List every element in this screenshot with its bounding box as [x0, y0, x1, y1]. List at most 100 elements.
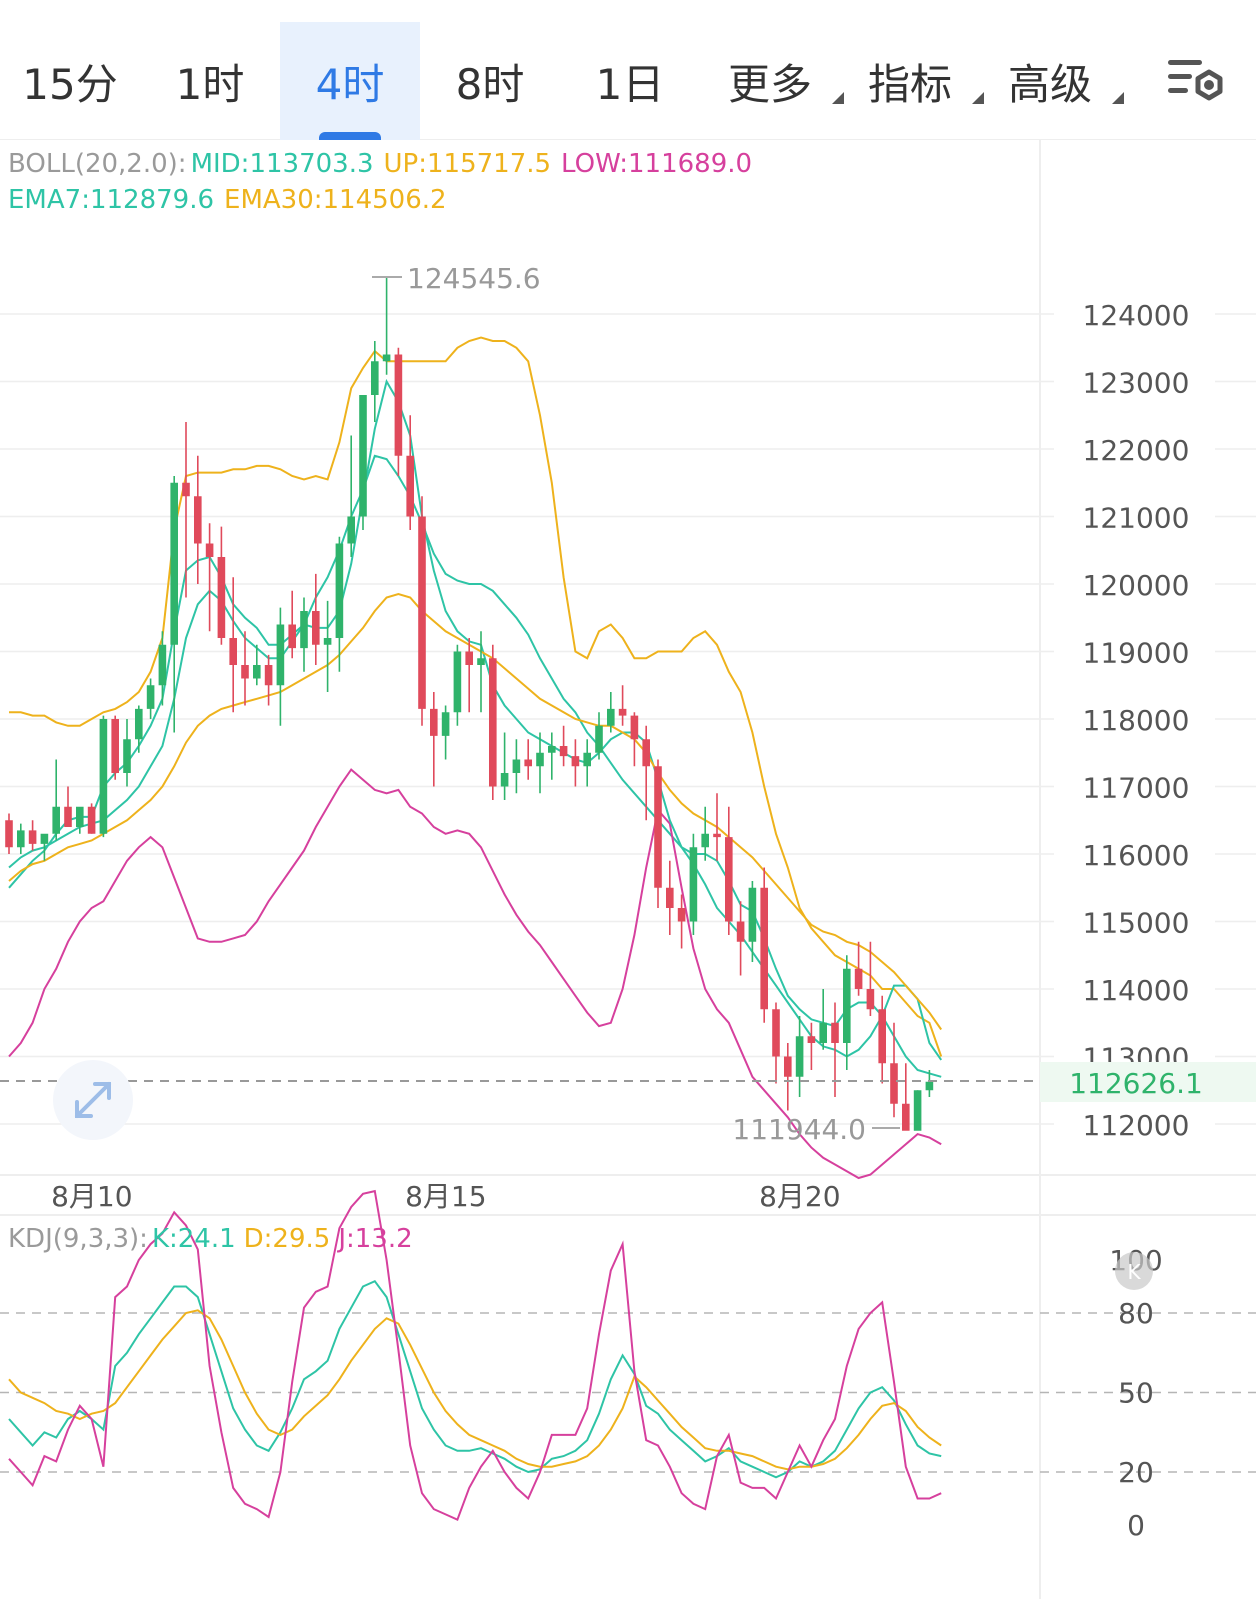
- candle: [654, 759, 662, 908]
- candle-body: [229, 638, 237, 665]
- candle: [595, 712, 603, 760]
- tab-15min[interactable]: 15分: [0, 22, 140, 140]
- dropdown-triangle-icon: [972, 92, 984, 104]
- candle: [689, 833, 698, 935]
- time-tick-label: 8月10: [51, 1180, 132, 1213]
- candle: [713, 793, 721, 861]
- candle-body: [819, 1022, 827, 1043]
- chart-settings-icon: [1168, 60, 1223, 101]
- candle-body: [359, 395, 367, 517]
- candle-body: [772, 1009, 780, 1057]
- candle-body: [382, 354, 391, 362]
- candle: [913, 1090, 922, 1131]
- kdj-j-value: J:13.2: [336, 1224, 412, 1254]
- tab-1d[interactable]: 1日: [560, 22, 700, 140]
- candle: [748, 881, 757, 962]
- candle: [64, 786, 72, 827]
- candle-body: [725, 837, 733, 922]
- min-price-label: 111944.0: [732, 1113, 866, 1146]
- candle: [571, 739, 580, 787]
- candle: [135, 705, 143, 753]
- candle: [618, 685, 627, 726]
- candle-body: [394, 354, 403, 456]
- candle: [925, 1070, 934, 1097]
- tab-label: 1日: [595, 59, 665, 109]
- candle: [477, 631, 485, 713]
- candle-body: [630, 715, 639, 740]
- kdj-k-badge-label: K: [1127, 1260, 1141, 1284]
- candle: [28, 820, 37, 851]
- price-axis: 124000 123000 122000 121000 120000 119000 1180…: [1083, 299, 1190, 1142]
- price-tick-label: 120000: [1083, 569, 1190, 602]
- candlestick-series: [5, 277, 934, 1131]
- candle-body: [748, 887, 757, 942]
- candle: [382, 277, 391, 375]
- candle: [607, 692, 615, 733]
- candle-body: [441, 712, 450, 736]
- candle-body: [607, 708, 615, 726]
- tab-indicators[interactable]: 指标: [840, 22, 984, 140]
- candle-body: [146, 685, 155, 709]
- candle: [406, 415, 414, 530]
- chart-settings-button[interactable]: [1166, 56, 1226, 112]
- candle-body: [536, 752, 544, 767]
- candle-body: [430, 708, 438, 736]
- candle-body: [795, 1036, 804, 1077]
- candle-body: [182, 482, 190, 497]
- tab-4h[interactable]: 4时: [280, 22, 420, 140]
- candle-body: [595, 725, 603, 753]
- candle: [87, 803, 96, 834]
- candle: [347, 435, 355, 557]
- candle-body: [312, 611, 320, 645]
- candle: [736, 901, 745, 976]
- candle-body: [524, 759, 532, 767]
- series-line-low: [8, 768, 942, 1180]
- kdj-d-value: D:29.5: [244, 1224, 331, 1254]
- candle-body: [453, 651, 462, 713]
- candle-body: [64, 806, 72, 827]
- series-line-up: [9, 336, 943, 1057]
- candle: [559, 725, 568, 767]
- candle-body: [264, 665, 273, 686]
- max-price-label: 124545.6: [407, 262, 541, 295]
- candle-body: [807, 1036, 816, 1043]
- series-line-ema7: [8, 378, 942, 1078]
- boll-legend-name: BOLL(20,2.0):: [8, 149, 187, 179]
- expand-chart-button[interactable]: [53, 1060, 133, 1140]
- candle: [854, 941, 863, 996]
- ema7-value: EMA7:112879.6: [8, 185, 214, 215]
- candle-body: [406, 455, 414, 517]
- tab-8h[interactable]: 8时: [420, 22, 560, 140]
- candle-body: [40, 833, 49, 844]
- candle: [548, 732, 556, 780]
- ema30-value: EMA30:114506.2: [224, 185, 447, 215]
- candle: [890, 1022, 898, 1118]
- candle-body: [784, 1056, 792, 1077]
- kdj-k-badge: K: [1115, 1252, 1153, 1290]
- tab-more[interactable]: 更多: [700, 22, 844, 140]
- candle-body: [205, 543, 214, 557]
- candle: [394, 347, 403, 476]
- price-tick-label: 122000: [1083, 434, 1190, 467]
- candle: [701, 806, 709, 861]
- series-line-ema30: [8, 593, 943, 1031]
- candle-body: [559, 746, 568, 757]
- candle: [335, 536, 344, 672]
- candle: [40, 833, 49, 861]
- candle: [217, 526, 226, 645]
- candle: [489, 644, 497, 800]
- candle-body: [618, 708, 627, 716]
- time-axis: 8月10 8月15 8月20: [51, 1180, 840, 1213]
- tab-advanced[interactable]: 高级: [980, 22, 1124, 140]
- candle: [878, 995, 886, 1084]
- kdj-tick-label: 80: [1118, 1297, 1154, 1330]
- price-chart[interactable]: BOLL(20,2.0): MID:113703.3 UP:115717.5 LOW:…: [0, 140, 1256, 1599]
- candle: [760, 867, 768, 1023]
- price-tick-label: 123000: [1083, 367, 1190, 400]
- candle: [170, 476, 178, 733]
- tab-1h[interactable]: 1时: [140, 22, 280, 140]
- candle: [276, 607, 285, 726]
- grid-layer: [0, 140, 1256, 1599]
- kdj-tick-label: 20: [1118, 1456, 1154, 1489]
- candle: [453, 644, 462, 726]
